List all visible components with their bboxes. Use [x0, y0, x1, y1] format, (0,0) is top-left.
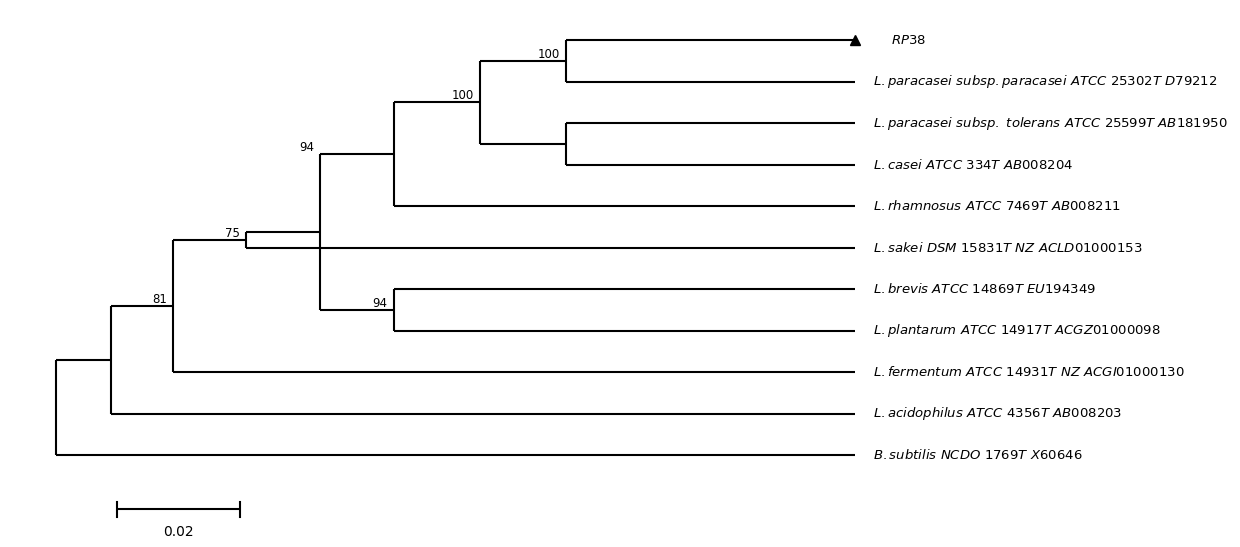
Text: $\it{L.brevis\ ATCC\ 14869T\ EU194349}$: $\it{L.brevis\ ATCC\ 14869T\ EU194349}$: [873, 282, 1096, 296]
Text: 100: 100: [537, 48, 559, 61]
Text: $\it{B.subtilis\ NCDO\ 1769T\ X60646}$: $\it{B.subtilis\ NCDO\ 1769T\ X60646}$: [873, 449, 1083, 462]
Text: $\it{L.acidophilus\ ATCC\ 4356T\ AB008203}$: $\it{L.acidophilus\ ATCC\ 4356T\ AB00820…: [873, 405, 1122, 422]
Text: $\it{L.rhamnosus\ ATCC\ 7469T\ AB008211}$: $\it{L.rhamnosus\ ATCC\ 7469T\ AB008211}…: [873, 199, 1121, 213]
Text: $\it{L.plantarum\ ATCC\ 14917T\ ACGZ01000098}$: $\it{L.plantarum\ ATCC\ 14917T\ ACGZ0100…: [873, 322, 1161, 339]
Text: $\it{L.sakei\ DSM\ 15831T\ NZ\ ACLD01000153}$: $\it{L.sakei\ DSM\ 15831T\ NZ\ ACLD01000…: [873, 241, 1142, 255]
Text: 94: 94: [299, 141, 314, 154]
Text: $\it{RP38}$: $\it{RP38}$: [892, 34, 926, 46]
Text: 75: 75: [226, 227, 241, 240]
Text: 100: 100: [451, 90, 474, 102]
Text: $\it{L.paracasei\ subsp.paracasei\ ATCC\ 25302T\ D79212}$: $\it{L.paracasei\ subsp.paracasei\ ATCC\…: [873, 73, 1218, 90]
Text: 94: 94: [373, 297, 388, 310]
Text: $\it{L.casei\ ATCC\ 334T\ AB008204}$: $\it{L.casei\ ATCC\ 334T\ AB008204}$: [873, 158, 1073, 172]
Text: $\it{L.paracasei\ subsp.\ tolerans\ ATCC\ 25599T\ AB181950}$: $\it{L.paracasei\ subsp.\ tolerans\ ATCC…: [873, 115, 1228, 132]
Text: $\it{L.fermentum\ ATCC\ 14931T\ NZ\ ACGI01000130}$: $\it{L.fermentum\ ATCC\ 14931T\ NZ\ ACGI…: [873, 365, 1184, 379]
Text: 0.02: 0.02: [164, 525, 195, 539]
Text: 81: 81: [151, 293, 166, 306]
